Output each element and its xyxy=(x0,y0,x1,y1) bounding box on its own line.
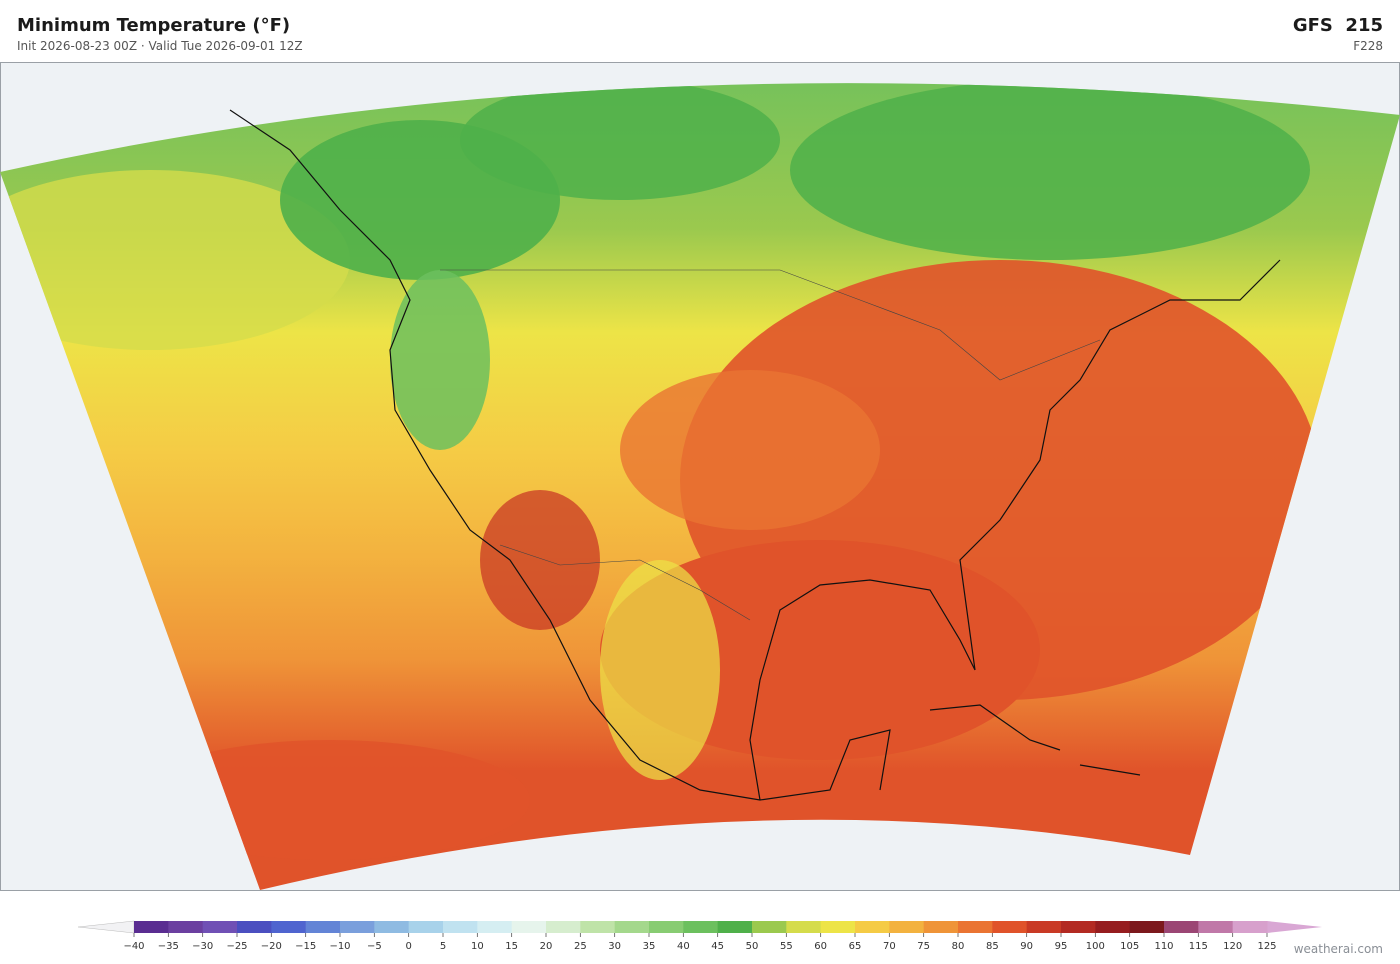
colorbar-segment xyxy=(649,921,684,933)
colorbar-tick-label: −30 xyxy=(192,941,213,952)
colorbar-tick-label: −5 xyxy=(367,941,382,952)
colorbar-tick-label: 85 xyxy=(986,941,999,952)
colorbar-under xyxy=(77,920,135,934)
colorbar-tick-label: −25 xyxy=(226,941,247,952)
coastlines xyxy=(229,109,1281,801)
colorbar-segment xyxy=(477,921,513,933)
colorbar-tick-label: 110 xyxy=(1154,941,1173,952)
colorbar-tick-label: 120 xyxy=(1223,941,1242,952)
colorbar-segment xyxy=(408,921,444,933)
colorbar-tick-label: 0 xyxy=(405,941,411,952)
colorbar-tick-label: 55 xyxy=(780,941,793,952)
colorbar-tick-label: −15 xyxy=(295,941,316,952)
colorbar-tick-label: 20 xyxy=(540,941,553,952)
colorbar-segment xyxy=(889,921,925,933)
colorbar-segment xyxy=(202,921,238,933)
map-subtitle: Init 2026-08-23 00Z · Valid Tue 2026-09-… xyxy=(17,39,303,53)
colorbar-tick-label: 30 xyxy=(608,941,621,952)
colorbar-tick-label: 10 xyxy=(471,941,484,952)
colorbar-tick-label: −20 xyxy=(261,941,282,952)
colorbar-segment xyxy=(134,921,169,933)
colorbar-segment xyxy=(580,921,616,933)
colorbar-segment xyxy=(1164,921,1199,933)
colorbar-tick-label: 125 xyxy=(1257,941,1276,952)
forecast-hour: F228 xyxy=(1353,39,1383,53)
colorbar-tick-label: 105 xyxy=(1120,941,1139,952)
colorbar-tick-label: −40 xyxy=(123,941,144,952)
colorbar-segment xyxy=(546,921,581,933)
colorbar-tick-label: 60 xyxy=(814,941,827,952)
colorbar-segment xyxy=(271,921,307,933)
colorbar-tick-label: −10 xyxy=(329,941,350,952)
colorbar-tick-label: 90 xyxy=(1020,941,1033,952)
map-title: Minimum Temperature (°F) xyxy=(17,15,291,36)
colorbar-segment xyxy=(786,921,822,933)
colorbar-tick-label: 40 xyxy=(677,941,690,952)
colorbar-tick-label: 50 xyxy=(746,941,759,952)
colorbar-over xyxy=(1267,921,1322,933)
colorbar-tick-label: 70 xyxy=(883,941,896,952)
colorbar-segment xyxy=(1232,921,1268,933)
colorbar-tick-label: 45 xyxy=(711,941,724,952)
colorbar-tick-label: −35 xyxy=(158,941,179,952)
temperature-field xyxy=(0,83,1400,890)
colorbar-tick-label: 95 xyxy=(1055,941,1068,952)
colorbar-tick-label: 100 xyxy=(1086,941,1105,952)
colorbar-segment xyxy=(1061,921,1096,933)
colorbar-segment xyxy=(752,921,787,933)
colorbar-segment xyxy=(683,921,719,933)
colorbar-tick-label: 115 xyxy=(1189,941,1208,952)
colorbar-segment xyxy=(168,921,204,933)
colorbar-segment xyxy=(1095,921,1131,933)
colorbar-tick-label: 80 xyxy=(952,941,965,952)
colorbar-segment xyxy=(614,921,650,933)
colorbar-segment xyxy=(511,921,547,933)
colorbar-segment xyxy=(717,921,753,933)
colorbar-tick-label: 75 xyxy=(917,941,930,952)
watermark: weatherai.com xyxy=(1293,942,1383,956)
colorbar-tick-label: 65 xyxy=(849,941,862,952)
colorbar-segment xyxy=(1129,921,1165,933)
colorbar-segment xyxy=(855,921,890,933)
colorbar-tick-label: 15 xyxy=(505,941,518,952)
colorbar-segment xyxy=(1198,921,1234,933)
colorbar-tick-label: 35 xyxy=(643,941,656,952)
colorbar-segment xyxy=(923,921,959,933)
borders xyxy=(440,269,1101,621)
colorbar-tick-label: 25 xyxy=(574,941,587,952)
colorbar-segment xyxy=(958,921,993,933)
colorbar-segment xyxy=(992,921,1028,933)
colorbar-segment xyxy=(237,921,272,933)
colorbar-segment xyxy=(1026,921,1062,933)
colorbar-segment xyxy=(443,921,478,933)
colorbar-segment xyxy=(305,921,341,933)
colorbar-segment xyxy=(340,921,375,933)
colorbar-segment xyxy=(820,921,856,933)
model-label: GFS 215 xyxy=(1292,15,1383,36)
colorbar: −40 −35 −30 −25 −20 −15 −10 −5 0 5 10 15 20 25 30 35 40 4… xyxy=(77,920,1322,952)
colorbar-segment xyxy=(374,921,410,933)
colorbar-tick-label: 5 xyxy=(440,941,446,952)
